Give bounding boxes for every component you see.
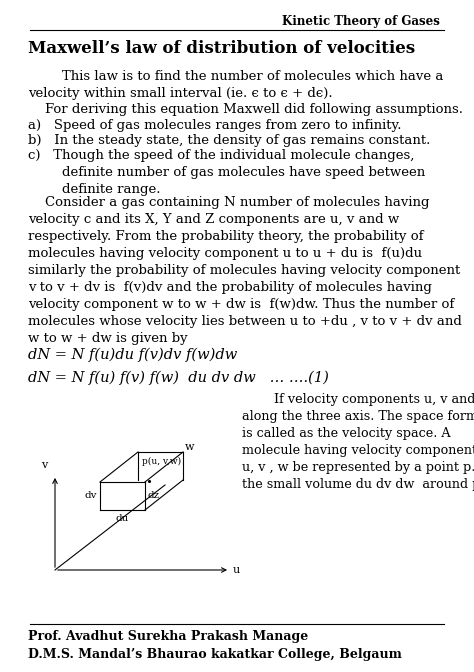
Text: This law is to find the number of molecules which have a
velocity within small i: This law is to find the number of molecu… bbox=[28, 70, 443, 100]
Text: c)   Though the speed of the individual molecule changes,
        definite numbe: c) Though the speed of the individual mo… bbox=[28, 149, 425, 196]
Text: Prof. Avadhut Surekha Prakash Manage: Prof. Avadhut Surekha Prakash Manage bbox=[28, 630, 308, 643]
Text: w: w bbox=[185, 442, 194, 452]
Text: Kinetic Theory of Gases: Kinetic Theory of Gases bbox=[282, 15, 440, 28]
Text: D.M.S. Mandal’s Bhaurao kakatkar College, Belgaum: D.M.S. Mandal’s Bhaurao kakatkar College… bbox=[28, 648, 402, 661]
Text: a)   Speed of gas molecules ranges from zero to infinity.: a) Speed of gas molecules ranges from ze… bbox=[28, 119, 401, 132]
Text: v: v bbox=[41, 460, 47, 470]
Text: dv: dv bbox=[84, 491, 97, 501]
Text: du: du bbox=[115, 514, 128, 523]
Text: Consider a gas containing N number of molecules having
velocity c and its X, Y a: Consider a gas containing N number of mo… bbox=[28, 196, 462, 345]
Text: Maxwell’s law of distribution of velocities: Maxwell’s law of distribution of velocit… bbox=[28, 40, 415, 57]
Text: dN = N f(u)du f(v)dv f(w)dw: dN = N f(u)du f(v)dv f(w)dw bbox=[28, 348, 237, 362]
Text: For deriving this equation Maxwell did following assumptions.: For deriving this equation Maxwell did f… bbox=[28, 103, 463, 116]
Text: b)   In the steady state, the density of gas remains constant.: b) In the steady state, the density of g… bbox=[28, 134, 430, 147]
Text: If velocity components u, v and w
along the three axis. The space formed
is call: If velocity components u, v and w along … bbox=[242, 393, 474, 491]
Text: p(u, v,w): p(u, v,w) bbox=[142, 457, 181, 466]
Text: u: u bbox=[233, 565, 240, 575]
Text: dN = N f(u) f(v) f(w)  du dv dw   … ….(1): dN = N f(u) f(v) f(w) du dv dw … ….(1) bbox=[28, 371, 329, 385]
Text: dz: dz bbox=[148, 491, 160, 501]
